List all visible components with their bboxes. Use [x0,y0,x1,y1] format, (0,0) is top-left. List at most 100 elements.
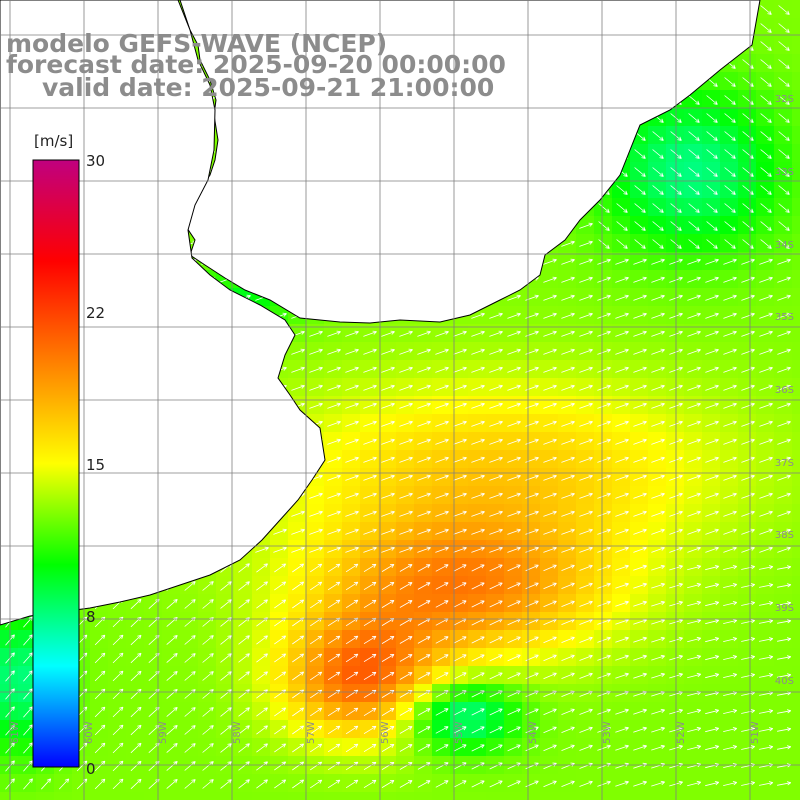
wind-speed-cell [270,612,289,631]
wind-speed-cell [414,450,433,469]
wind-arrow [706,167,718,177]
wind-speed-cell [360,414,379,433]
wind-speed-cell [612,630,631,649]
wind-speed-cell [792,720,800,739]
wind-arrow [507,420,521,427]
wind-speed-cell [252,576,271,595]
wind-arrow [705,619,720,625]
wind-speed-cell [324,360,343,379]
wind-speed-cell [432,324,451,343]
wind-speed-cell [648,342,667,361]
wind-speed-cell [738,396,757,415]
wind-arrow [705,510,719,517]
wind-speed-cell [90,720,109,739]
wind-speed-cell [126,630,145,649]
wind-speed-cell [792,234,800,253]
wind-arrow [274,563,287,573]
wind-speed-cell [522,306,541,325]
wind-speed-cell [756,594,775,613]
wind-arrow [778,221,790,231]
wind-speed-cell [432,432,451,451]
wind-arrow [435,492,449,499]
wind-speed-cell [792,684,800,703]
wind-arrow [453,384,467,391]
wind-arrow [597,348,611,355]
wind-speed-cell [342,648,361,667]
wind-arrow [471,456,485,463]
wind-arrow [760,77,772,87]
wind-arrow [724,203,736,213]
wind-speed-cell [774,774,793,793]
wind-speed-cell [504,540,523,559]
wind-arrow [705,565,720,571]
wind-speed-cell [162,666,181,685]
wind-speed-cell [630,702,649,721]
wind-arrow [543,726,557,734]
wind-speed-cell [414,468,433,487]
wind-arrow [723,438,737,445]
wind-speed-cell [774,468,793,487]
wind-speed-cell [342,738,361,757]
wind-speed-cell [666,666,685,685]
wind-arrow [309,671,323,681]
wind-arrow [687,582,702,589]
wind-arrow [202,725,214,735]
wind-speed-cell [288,774,307,793]
wind-speed-cell [108,720,127,739]
wind-speed-cell [342,504,361,523]
wind-arrow [471,672,485,680]
wind-arrow [633,384,647,391]
wind-speed-cell [468,540,487,559]
wind-arrow [615,528,629,535]
wind-arrow [778,59,790,69]
wind-speed-cell [558,684,577,703]
wind-arrow [417,744,431,752]
wind-speed-cell [522,486,541,505]
wind-speed-cell [648,558,667,577]
wind-speed-cell [414,540,433,559]
wind-speed-cell [576,486,595,505]
wind-speed-cell [180,684,199,703]
wind-speed-cell [792,594,800,613]
wind-speed-cell [252,702,271,721]
wind-arrow [238,563,250,573]
wind-arrow [705,637,720,643]
wind-speed-cell [126,666,145,685]
wind-speed-cell [792,54,800,73]
wind-speed-cell [648,594,667,613]
wind-arrow [202,599,214,609]
wind-arrow [381,672,395,680]
wind-arrow [202,581,214,591]
wind-speed-cell [504,468,523,487]
wind-speed-cell [396,342,415,361]
wind-arrow [202,707,214,717]
wind-speed-cell [540,504,559,523]
wind-arrow [687,474,701,481]
wind-arrow [561,510,575,517]
wind-arrow [471,528,485,535]
wind-speed-cell [414,522,433,541]
wind-speed-cell [378,432,397,451]
wind-speed-cell [558,648,577,667]
wind-speed-cell [342,720,361,739]
wind-speed-cell [414,486,433,505]
wind-speed-cell [360,342,379,361]
wind-speed-cell [198,774,217,793]
wind-speed-cell [594,684,613,703]
land-area [0,0,326,626]
wind-arrow [292,653,305,663]
wind-speed-cell [504,378,523,397]
wind-speed-cell [396,738,415,757]
wind-arrow [652,185,664,195]
wind-speed-cell [558,360,577,379]
wind-speed-cell [342,612,361,631]
wind-arrow [256,599,268,609]
lat-label: 39S [774,603,794,614]
wind-arrow [579,708,593,715]
wind-speed-cell [666,396,685,415]
wind-arrow [687,456,701,463]
wind-arrow [256,743,268,753]
wind-arrow [489,366,503,373]
wind-speed-cell [486,468,505,487]
wind-arrow [363,635,377,645]
